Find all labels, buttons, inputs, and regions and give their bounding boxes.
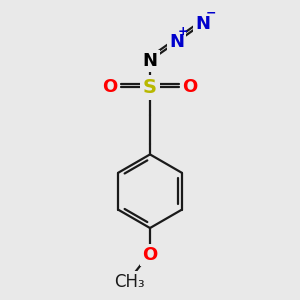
- Text: S: S: [143, 78, 157, 97]
- Text: O: O: [142, 246, 158, 264]
- Text: +: +: [178, 25, 188, 38]
- Text: N: N: [142, 52, 158, 70]
- Text: −: −: [206, 6, 217, 19]
- Text: O: O: [182, 78, 198, 96]
- Text: CH₃: CH₃: [114, 273, 145, 291]
- Text: N: N: [169, 33, 184, 51]
- Text: N: N: [196, 15, 211, 33]
- Text: O: O: [102, 78, 118, 96]
